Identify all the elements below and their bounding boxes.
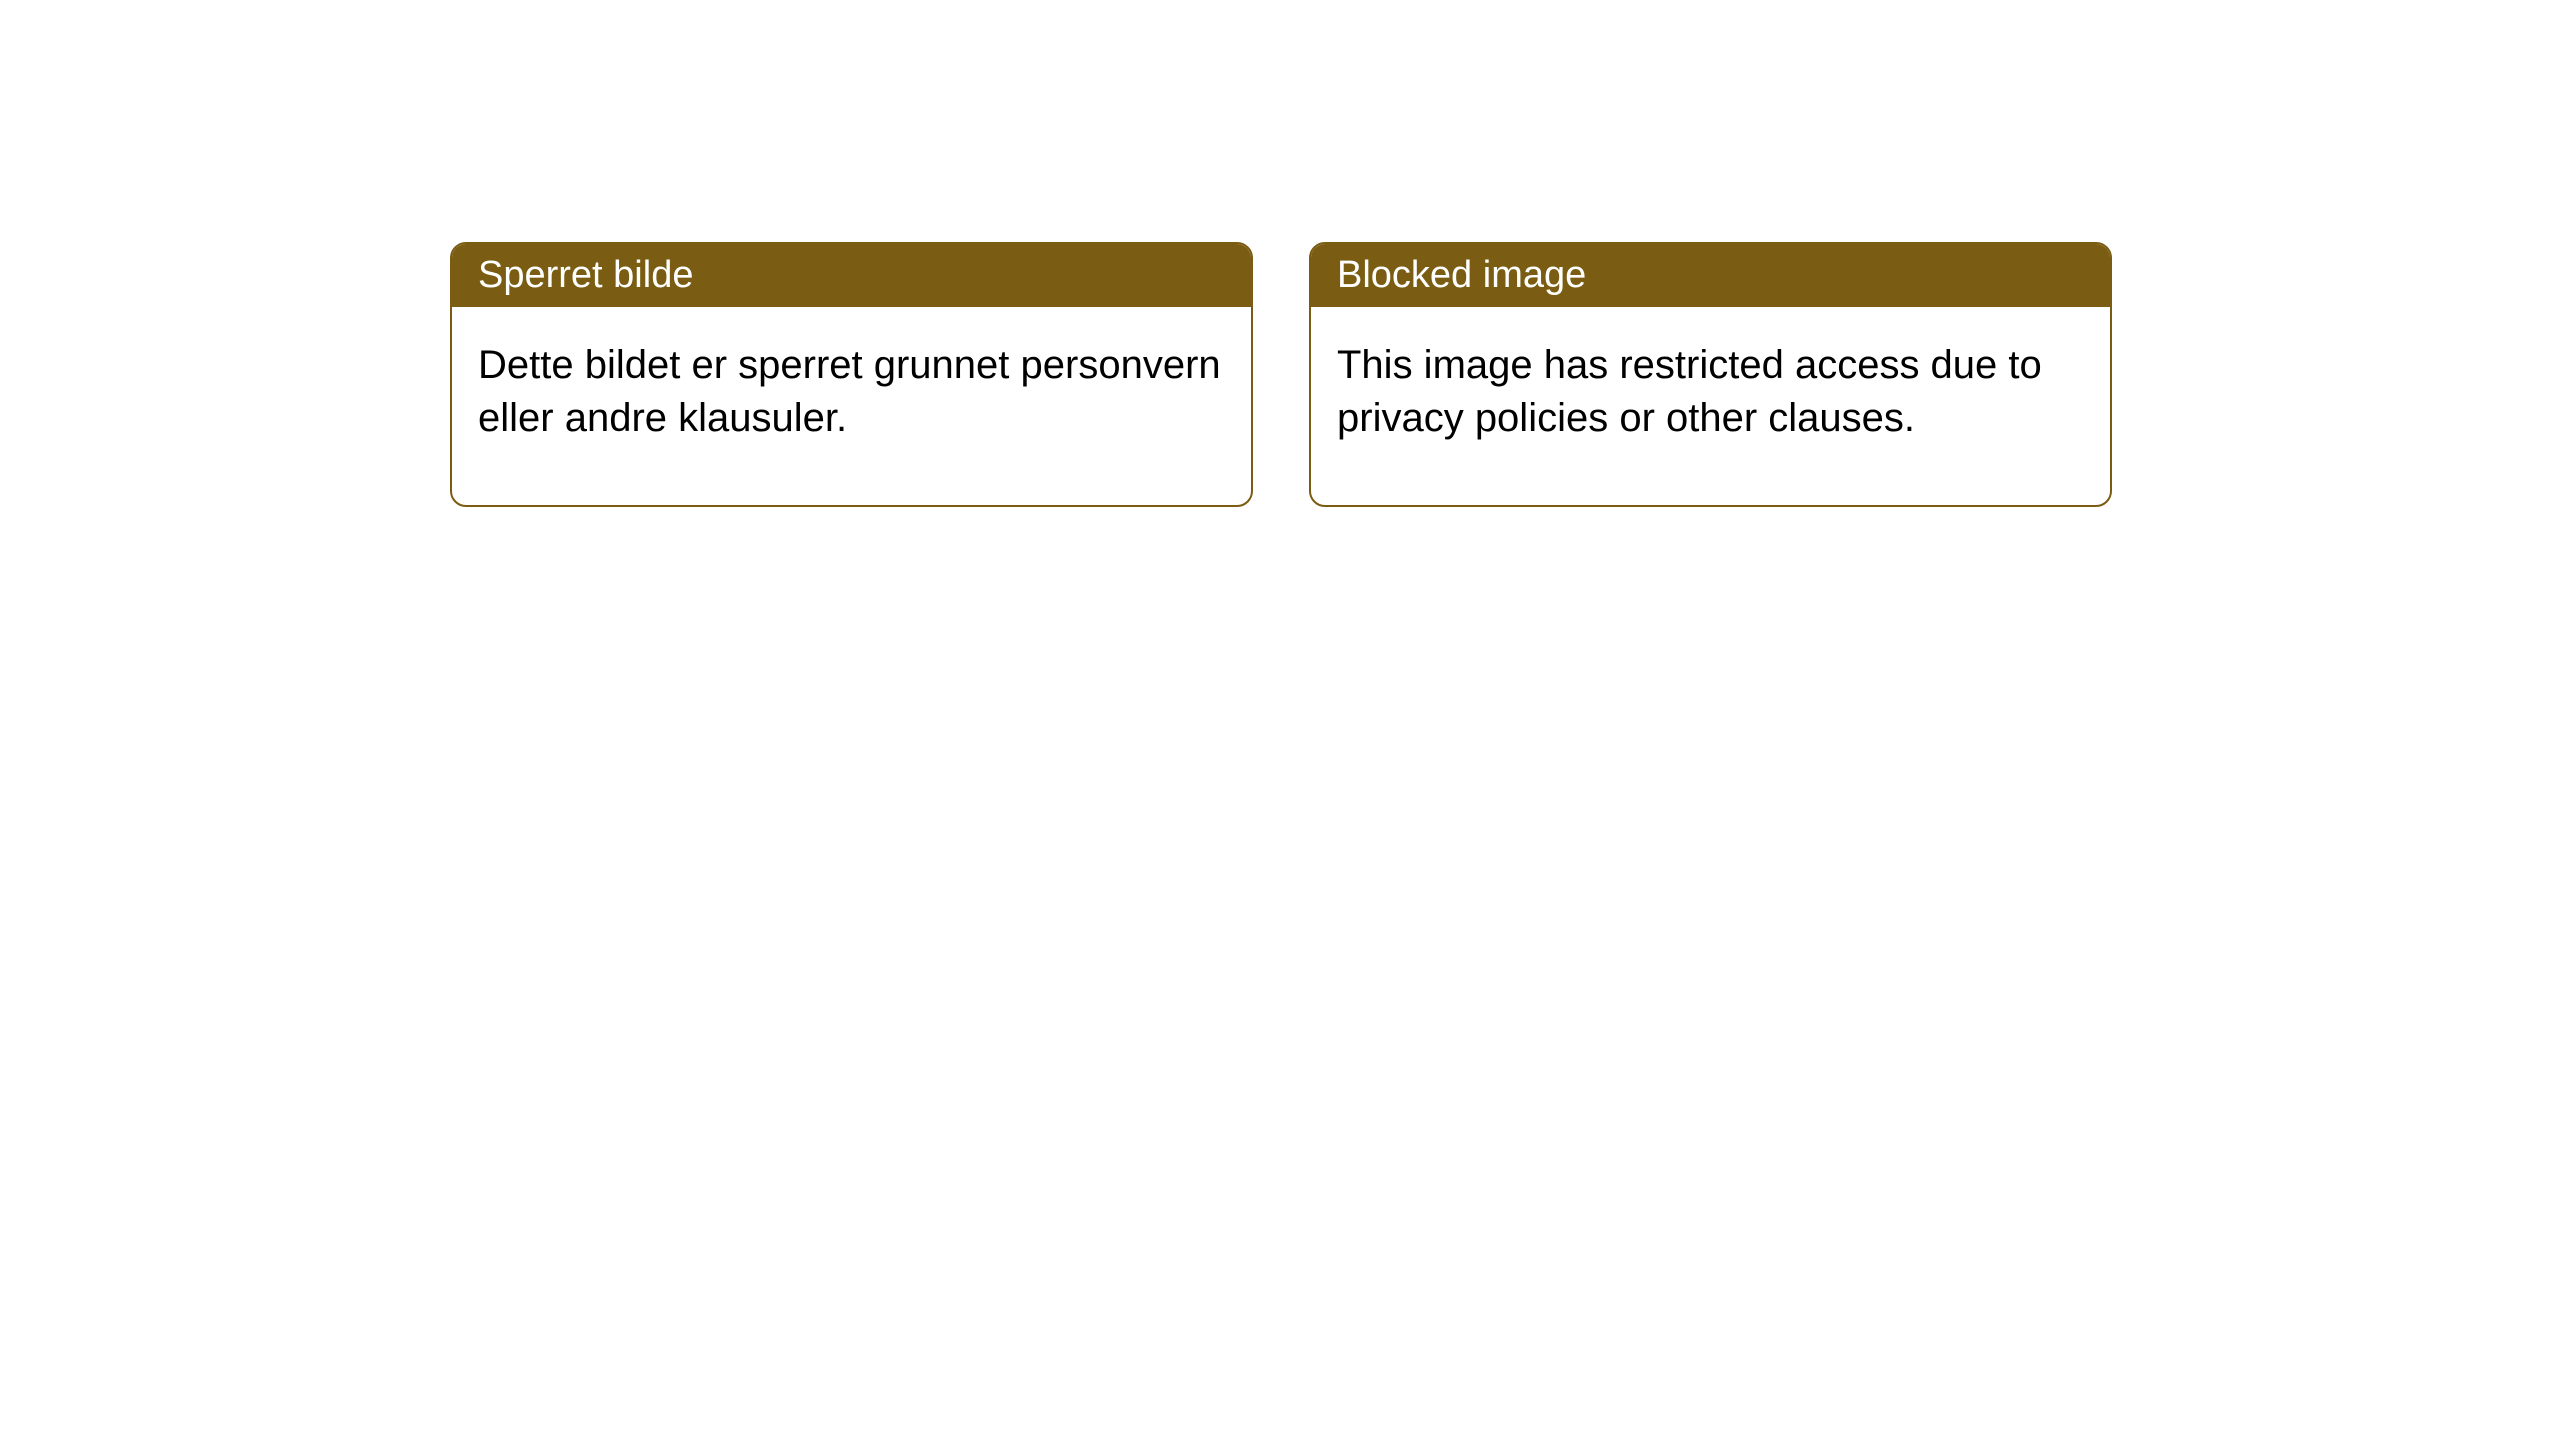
notice-header: Sperret bilde [452, 244, 1251, 307]
notice-card-norwegian: Sperret bilde Dette bildet er sperret gr… [450, 242, 1253, 507]
notice-header: Blocked image [1311, 244, 2110, 307]
notice-body: Dette bildet er sperret grunnet personve… [452, 307, 1251, 505]
notice-card-english: Blocked image This image has restricted … [1309, 242, 2112, 507]
notice-container: Sperret bilde Dette bildet er sperret gr… [450, 242, 2112, 507]
notice-body: This image has restricted access due to … [1311, 307, 2110, 505]
